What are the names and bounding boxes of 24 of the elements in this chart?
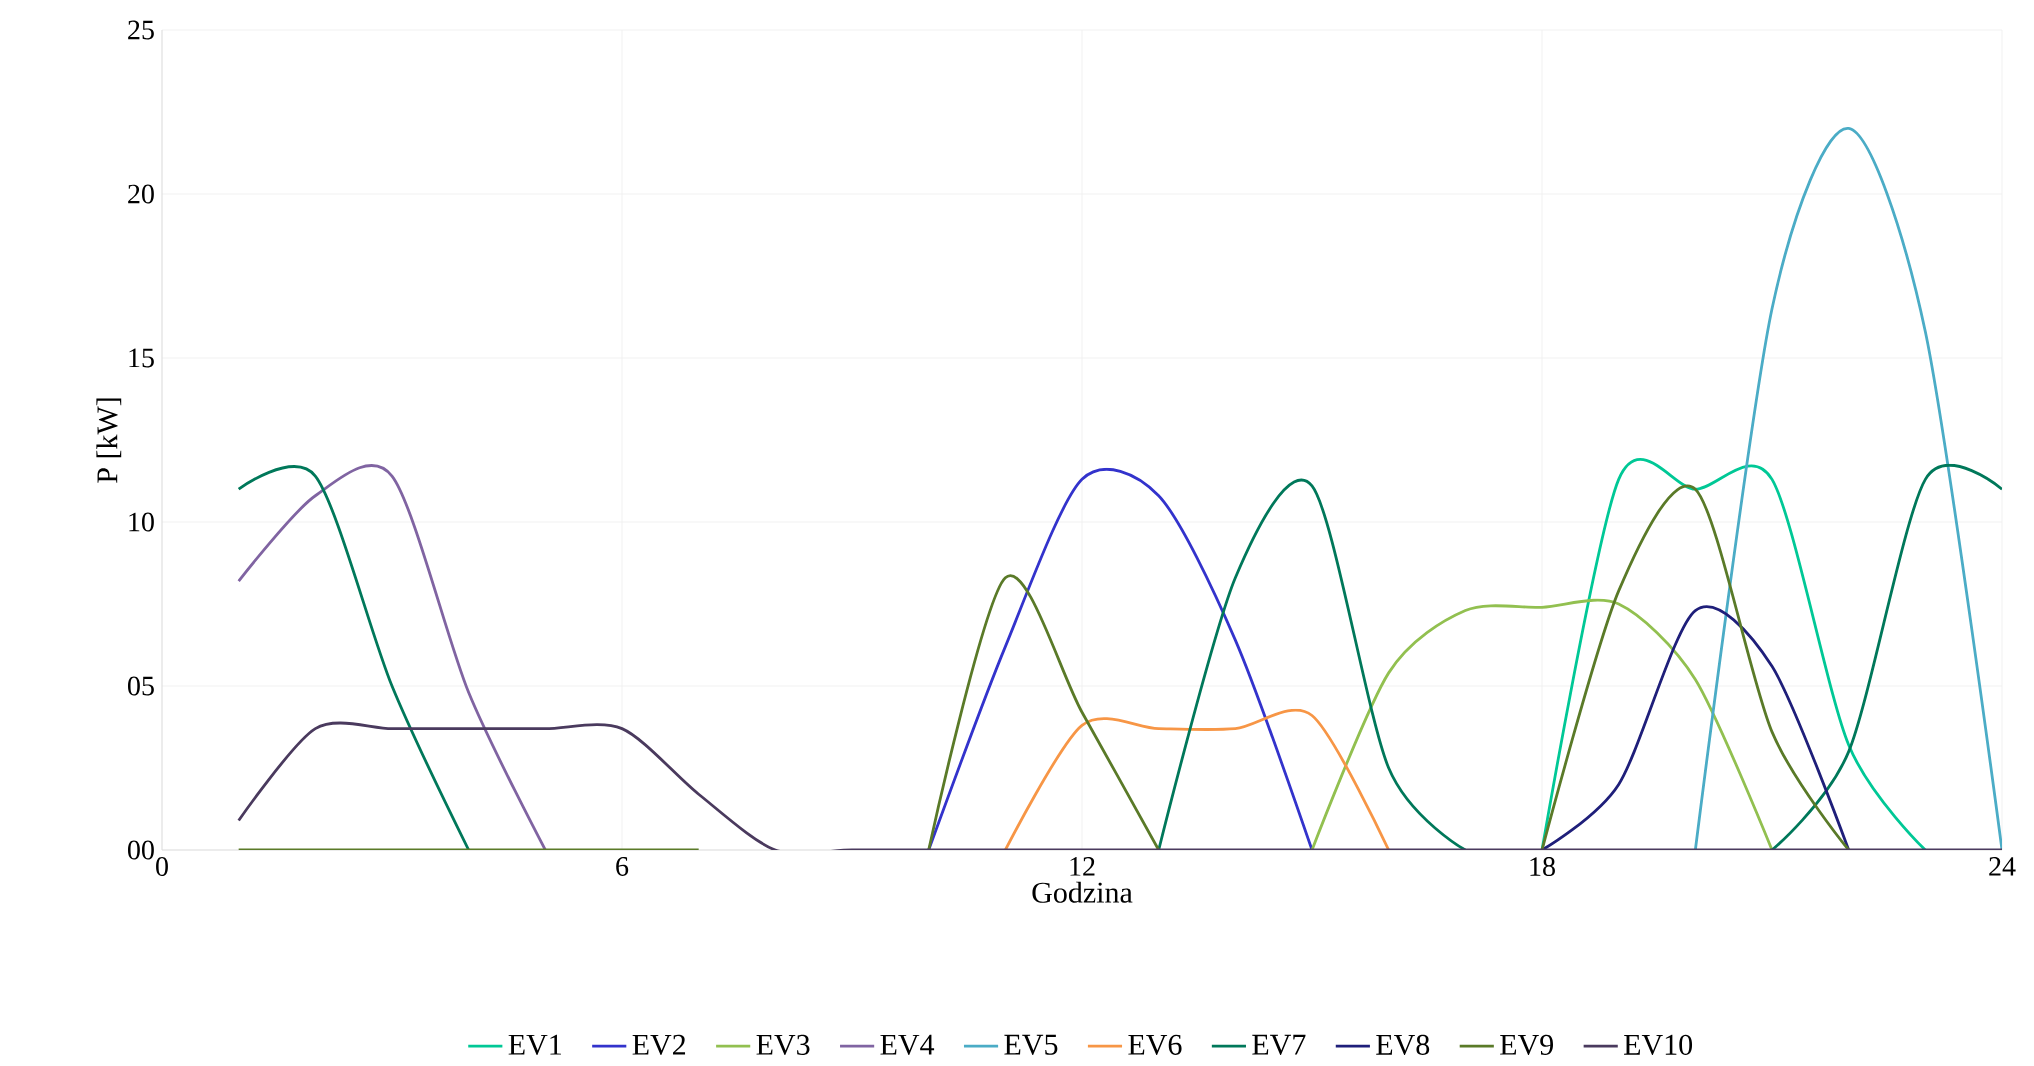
legend-label: EV4 [880, 1034, 935, 1055]
y-tick-label: 10 [129, 512, 154, 532]
line-series [1693, 126, 2003, 850]
legend-label: EV9 [1500, 1034, 1554, 1056]
legend-label: EV10 [1624, 1034, 1693, 1056]
legend-label: EV3 [756, 1034, 810, 1056]
y-tick-label: 25 [128, 20, 154, 40]
y-tick-label: 05 [128, 676, 154, 696]
legend-label: EV7 [1252, 1034, 1306, 1055]
legend-label: EV2 [632, 1034, 686, 1056]
x-tick-label: 6 [616, 857, 629, 876]
legend-label: EV8 [1376, 1034, 1430, 1056]
x-tick-label: 0 [156, 857, 168, 876]
legend-label: EV6 [1128, 1034, 1182, 1056]
x-tick-label: 18 [1530, 857, 1555, 876]
x-tick-label: 24 [1989, 857, 2016, 876]
y-axis-title: P [kW] [96, 398, 122, 483]
y-tick-label: 15 [129, 348, 154, 368]
legend-label: EV1 [508, 1034, 561, 1056]
x-tick-label: 12 [1070, 857, 1095, 876]
y-tick-label: 00 [128, 840, 154, 860]
y-tick-label: 20 [128, 184, 154, 204]
x-axis-title: Godzina [1032, 881, 1133, 903]
legend-label: EV5 [1004, 1034, 1058, 1055]
